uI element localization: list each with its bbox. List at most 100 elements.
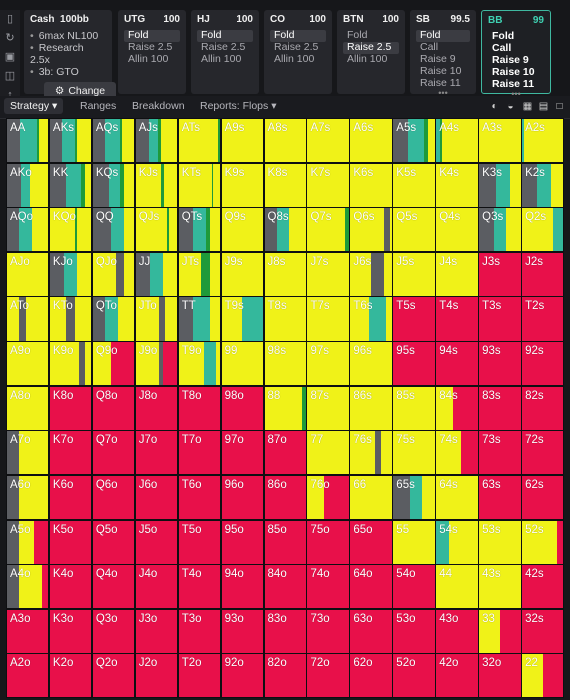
tab-ranges[interactable]: Ranges (80, 100, 117, 112)
hand-cell[interactable]: 52o (392, 653, 436, 699)
hand-cell[interactable]: 75s (392, 430, 436, 476)
hand-cell[interactable]: 72o (306, 653, 350, 699)
hand-cell[interactable]: K9o (48, 341, 93, 387)
action-option[interactable]: Fold (347, 29, 368, 41)
hand-cell[interactable]: 83s (478, 385, 522, 431)
save-icon[interactable]: ▣ (4, 51, 16, 63)
hand-cell[interactable]: 65s (392, 474, 436, 521)
action-option[interactable]: Fold (124, 29, 180, 42)
hand-cell[interactable]: T7s (306, 296, 350, 342)
hand-cell[interactable]: Q8s (263, 207, 307, 253)
hand-cell[interactable]: 63s (478, 474, 522, 521)
bookmark-icon[interactable]: ▯ (6, 13, 14, 25)
action-option[interactable]: Raise 9 (420, 53, 456, 65)
hand-cell[interactable]: 44 (435, 564, 479, 610)
action-option[interactable]: Call (492, 42, 512, 54)
hand-cell[interactable]: 53o (392, 608, 436, 654)
change-button[interactable]: ⚙ Change (44, 82, 116, 100)
pie-icon[interactable]: ◐ (491, 101, 498, 112)
hand-cell[interactable]: J8o (134, 385, 179, 431)
hand-cell[interactable]: T9s (220, 296, 265, 342)
hand-cell[interactable]: Q8o (91, 385, 136, 431)
action-option[interactable]: Raise 2.5 (128, 41, 173, 53)
hand-cell[interactable]: 64o (349, 564, 393, 610)
hand-cell[interactable]: K6o (48, 474, 93, 521)
hand-cell[interactable]: A9o (6, 341, 50, 387)
hand-cell[interactable]: 77 (306, 430, 350, 476)
hand-cell[interactable]: T5o (177, 519, 222, 565)
hand-cell[interactable]: J4o (134, 564, 179, 610)
hand-cell[interactable]: 72s (521, 430, 565, 476)
hand-cell[interactable]: JTo (134, 296, 179, 342)
hand-cell[interactable]: K7o (48, 430, 93, 476)
hand-cell[interactable]: 92s (521, 341, 565, 387)
action-option[interactable]: Raise 11 (420, 77, 461, 89)
hand-cell[interactable]: J8s (263, 251, 307, 297)
hand-cell[interactable]: Q7o (91, 430, 136, 476)
action-option[interactable]: Fold (492, 30, 515, 42)
hand-cell[interactable]: 55 (392, 519, 436, 565)
hand-cell[interactable]: J6o (134, 474, 179, 521)
hand-cell[interactable]: J4s (435, 251, 479, 297)
action-option[interactable]: Fold (197, 29, 253, 42)
hand-cell[interactable]: AJs (134, 118, 179, 164)
action-option[interactable]: Allin 100 (347, 53, 388, 65)
hand-cell[interactable]: 54o (392, 564, 436, 610)
hand-cell[interactable]: T8o (177, 385, 222, 431)
grid-small-icon[interactable]: ▦ (522, 101, 533, 112)
hand-cell[interactable]: T6s (349, 296, 393, 342)
hand-cell[interactable]: A2s (521, 118, 565, 164)
action-option[interactable]: Allin 100 (201, 53, 242, 65)
action-option[interactable]: Raise 2.5 (274, 41, 319, 53)
more-options-icon[interactable]: ••• (511, 89, 521, 99)
hand-cell[interactable]: 83o (263, 608, 307, 654)
hand-cell[interactable]: QJs (134, 207, 179, 253)
hand-cell[interactable]: KQs (91, 162, 136, 208)
hand-cell[interactable]: 63o (349, 608, 393, 654)
tab-reports-flops[interactable]: Reports: Flops ▾ (200, 100, 277, 112)
hand-cell[interactable]: K5o (48, 519, 93, 565)
action-option[interactable]: Allin 100 (128, 53, 169, 65)
action-option[interactable]: Raise 2.5 (343, 41, 399, 54)
hand-cell[interactable]: 73s (478, 430, 522, 476)
hand-cell[interactable]: A8s (263, 118, 307, 164)
gamepad-icon[interactable]: ◫ (4, 70, 16, 82)
hand-cell[interactable]: 74o (306, 564, 350, 610)
hand-cell[interactable]: 76s (349, 430, 393, 476)
hand-cell[interactable]: K4s (435, 162, 479, 208)
hand-cell[interactable]: 64s (435, 474, 479, 521)
hand-cell[interactable]: A2o (6, 653, 50, 699)
hand-cell[interactable]: AKo (6, 162, 50, 208)
hand-cell[interactable]: 22 (521, 653, 565, 699)
hand-cell[interactable]: 32o (478, 653, 522, 699)
action-option[interactable]: Raise 11 (492, 78, 535, 90)
hand-cell[interactable]: 65o (349, 519, 393, 565)
hand-cell[interactable]: KJs (134, 162, 179, 208)
hand-cell[interactable]: A3o (6, 608, 50, 654)
hand-cell[interactable]: T3o (177, 608, 222, 654)
hand-cell[interactable]: Q2s (521, 207, 565, 253)
hand-cell[interactable]: 93s (478, 341, 522, 387)
hand-cell[interactable]: Q5s (392, 207, 436, 253)
more-options-icon[interactable]: ••• (438, 88, 448, 98)
hand-cell[interactable]: Q4o (91, 564, 136, 610)
hand-cell[interactable]: KK (48, 162, 93, 208)
hand-cell[interactable]: 85s (392, 385, 436, 431)
hand-cell[interactable]: 95o (220, 519, 265, 565)
hand-cell[interactable]: JJ (134, 251, 179, 297)
compress-icon[interactable]: ↕ (7, 89, 13, 101)
hand-cell[interactable]: T9o (177, 341, 222, 387)
hand-cell[interactable]: 94o (220, 564, 265, 610)
hand-cell[interactable]: K7s (306, 162, 350, 208)
hand-cell[interactable]: 97s (306, 341, 350, 387)
hand-cell[interactable]: KTs (177, 162, 222, 208)
hand-cell[interactable]: 43o (435, 608, 479, 654)
hand-cell[interactable]: Q2o (91, 653, 136, 699)
hand-cell[interactable]: 74s (435, 430, 479, 476)
hand-cell[interactable]: AQo (6, 207, 50, 253)
action-option[interactable]: Raise 9 (492, 54, 529, 66)
hand-cell[interactable]: 66 (349, 474, 393, 521)
hand-cell[interactable]: 43s (478, 564, 522, 610)
hand-cell[interactable]: 95s (392, 341, 436, 387)
hand-cell[interactable]: 84s (435, 385, 479, 431)
